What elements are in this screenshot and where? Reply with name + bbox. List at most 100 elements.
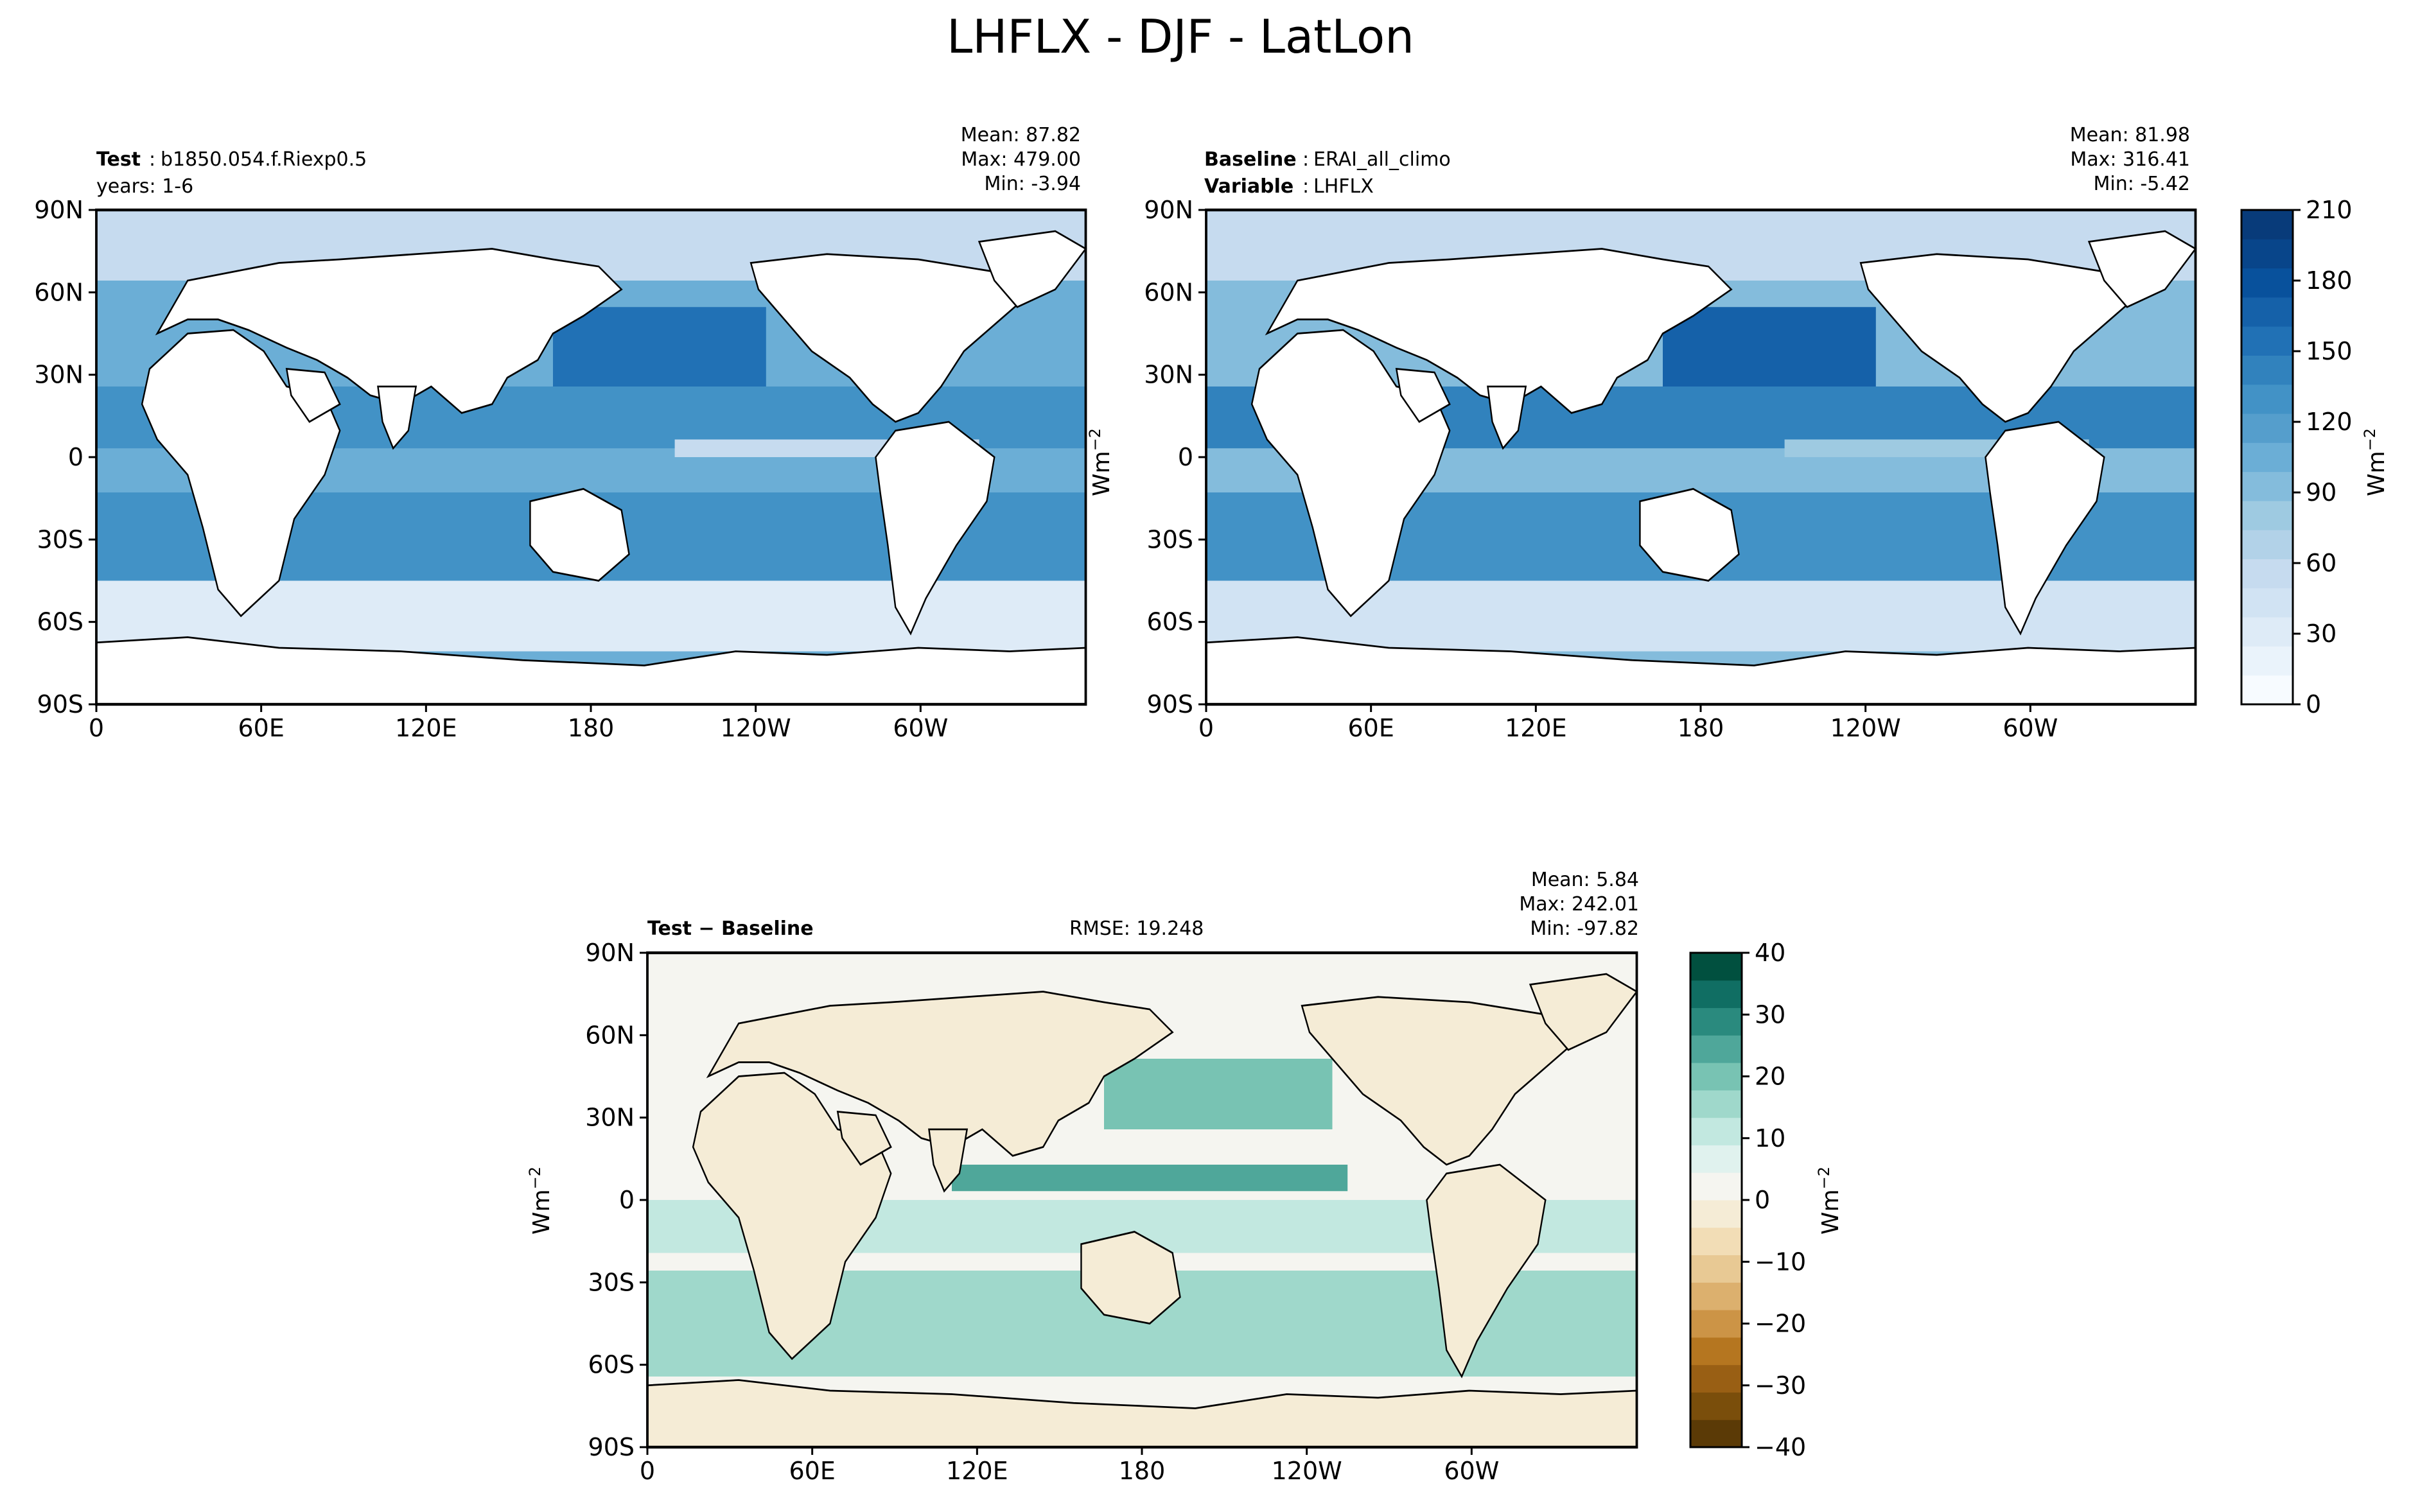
diff-colorbar-band [1690,1117,1742,1145]
baseline-lon-tick-label: 60E [1347,714,1394,742]
top-colorbar-band [2241,384,2293,414]
top-colorbar-tick-label: 180 [2306,266,2353,295]
top-colorbar-tick-label: 90 [2306,478,2336,507]
baseline-lat-tick-label: 60S [1147,608,1193,636]
diff-lon-tick-label: 120W [1272,1457,1342,1485]
test-lat-tick-label: 60S [37,608,83,636]
top-colorbar-tick-label: 0 [2306,690,2321,718]
baseline-panel: Baseline : ERAI_all_climo Variable : LHF… [1204,124,2197,706]
test-lat-tick-label: 90N [34,196,83,224]
variable-label-sep: : [1302,175,1309,198]
top-colorbar: 210 180 150 120 90 60 30 0 [2240,196,2353,718]
test-lon-tick-label: 60E [238,714,284,742]
diff-ocean-pos1 [1104,1059,1333,1129]
test-lon-tick-label: 0 [89,714,104,742]
baseline-stat-min: Min: -5.42 [2094,173,2191,195]
top-colorbar-band [2241,442,2293,473]
diff-colorbar-tick-label: −10 [1755,1247,1806,1276]
diff-lon-tick-label: 0 [640,1457,655,1485]
top-colorbar-band [2241,326,2293,356]
baseline-stat-mean: Mean: 81.98 [2070,124,2190,146]
test-lat-tick-label: 30S [37,525,83,553]
diff-colorbar-tick-label: −30 [1755,1371,1806,1400]
diff-lat-tick-label: 30N [585,1104,635,1132]
figure-title: LHFLX - DJF - LatLon [947,10,1414,64]
diff-lat-tick-label: 90N [585,939,635,967]
test-lon-tick-label: 60W [893,714,948,742]
diff-lon-tick-label: 120E [946,1457,1008,1485]
diff-colorbar-unit: Wm−2 [1815,1167,1844,1235]
diff-colorbar-band [1690,1420,1742,1448]
top-colorbar-band [2241,471,2293,501]
baseline-stat-max: Max: 316.41 [2070,148,2190,171]
baseline-label-bold: Baseline [1204,148,1297,171]
top-colorbar-band [2241,210,2293,239]
diff-colorbar-band [1690,1282,1742,1310]
diff-colorbar-band [1690,1255,1742,1283]
test-lon-tick-label: 120E [395,714,457,742]
diff-colorbar-band [1690,1063,1742,1091]
test-stat-mean: Mean: 87.82 [961,124,1081,146]
baseline-lat-tick-label: 30S [1147,525,1193,553]
baseline-lon-tick-label: 120E [1505,714,1567,742]
test-lat-tick-label: 60N [34,278,83,306]
top-colorbar-band [2241,675,2293,705]
diff-colorbar-tick-label: 30 [1755,1000,1785,1029]
diff-lat-tick-label: 60S [588,1351,635,1379]
diff-lon-ticks: 0 60E 120E 180 120W 60W [640,1447,1499,1485]
test-label-years: years: 1-6 [96,175,193,198]
test-lon-tick-label: 180 [568,714,615,742]
test-lat-tick-label: 0 [68,443,83,471]
test-lat-tick-label: 90S [37,690,83,718]
diff-ocean-pos3 [952,1165,1348,1192]
diff-colorbar-band [1690,980,1742,1009]
diff-colorbar-tick-label: 10 [1755,1124,1785,1152]
top-colorbar-band [2241,297,2293,327]
top-colorbar-band [2241,413,2293,443]
diff-colorbar-tick-label: 20 [1755,1063,1785,1091]
between-ylabel: Wm−2 [1086,428,1115,496]
top-colorbar-tick-label: 150 [2306,337,2353,365]
top-colorbar-band [2241,355,2293,385]
diff-ylabel: Wm−2 [526,1167,555,1235]
top-colorbar-tick-label: 60 [2306,549,2336,577]
top-colorbar-unit: Wm−2 [2361,428,2390,496]
diff-colorbar-band [1690,1310,1742,1338]
diff-colorbar-tick-label: 0 [1755,1186,1770,1214]
top-colorbar-frame [2240,209,2294,706]
diff-colorbar-tick-label: −20 [1755,1310,1806,1338]
test-lat-ticks: 90N 60N 30N 0 30S 60S 90S [34,196,96,718]
diff-lat-ticks: 90N 60N 30N 0 30S 60S 90S [585,939,647,1461]
diff-colorbar-band [1690,1200,1742,1228]
baseline-lat-tick-label: 30N [1144,361,1193,389]
baseline-label-sep: : [1302,148,1309,171]
baseline-lon-tick-label: 120W [1830,714,1901,742]
diff-map [646,951,1638,1449]
test-label-bold: Test [96,148,141,171]
test-stat-min: Min: -3.94 [985,173,1082,195]
baseline-lat-tick-label: 90N [1144,196,1193,224]
test-lat-tick-label: 30N [34,361,83,389]
diff-colorbar-band [1690,1007,1742,1036]
test-label-sep: : [149,148,155,171]
baseline-map [1205,208,2197,706]
top-colorbar-band [2241,530,2293,560]
baseline-lat-ticks: 90N 60N 30N 0 30S 60S 90S [1144,196,1206,718]
top-colorbar-band [2241,500,2293,530]
diff-colorbar-tick-label: 40 [1755,939,1785,967]
diff-lon-tick-label: 60W [1444,1457,1499,1485]
test-map [95,208,1087,706]
top-colorbar-tick-label: 30 [2306,620,2336,648]
diff-lon-tick-label: 180 [1119,1457,1166,1485]
diff-colorbar-band [1690,1145,1742,1173]
top-colorbar-band [2241,559,2293,589]
baseline-label-value: ERAI_all_climo [1313,148,1451,171]
diff-stat-mean: Mean: 5.84 [1531,869,1639,891]
top-colorbar-band [2241,587,2293,618]
diff-panel: Test − Baseline RMSE: 19.248 Mean: 5.84 … [646,869,1639,1449]
diff-stat-max: Max: 242.01 [1519,893,1639,916]
baseline-lat-tick-label: 0 [1178,443,1193,471]
diff-stat-min: Min: -97.82 [1530,917,1639,940]
diff-lat-tick-label: 30S [588,1268,635,1296]
test-lon-tick-label: 120W [721,714,791,742]
